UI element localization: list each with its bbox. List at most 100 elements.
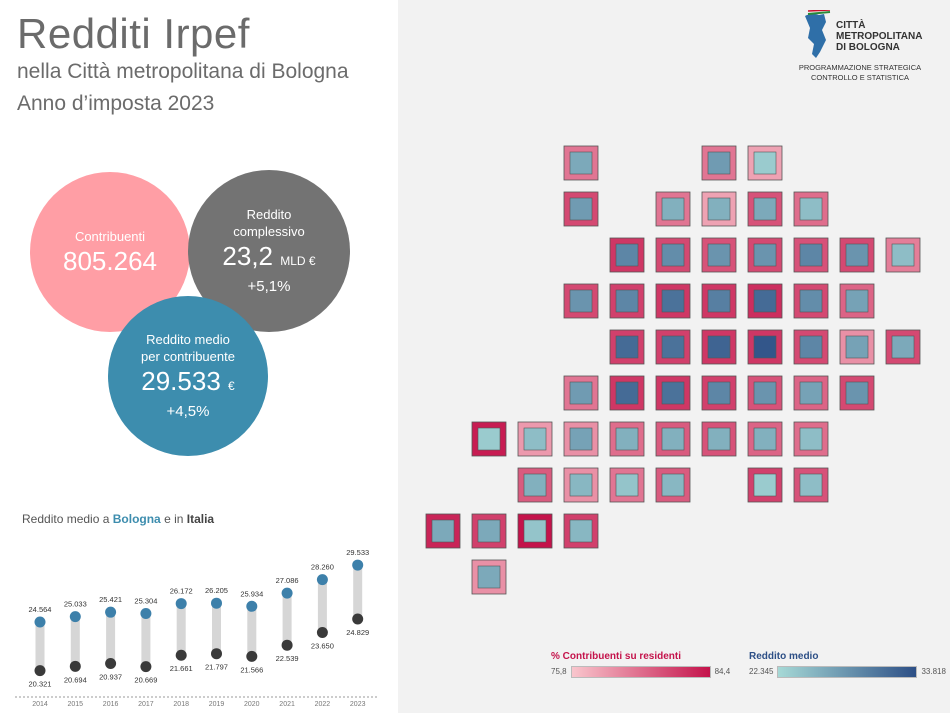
legend-reddito-title: Reddito medio [749, 651, 819, 662]
municipality-tile-outer[interactable] [655, 191, 691, 227]
municipality-tile-outer[interactable] [747, 237, 783, 273]
contribuenti-value: 805.264 [63, 245, 157, 276]
municipality-tile-inner[interactable] [661, 427, 685, 451]
municipality-tile-inner[interactable] [477, 565, 501, 589]
legend-reddito-max: 33.818 [921, 666, 946, 676]
municipality-tile-inner[interactable] [569, 519, 593, 543]
bologna-point [352, 559, 364, 571]
municipality-tile-inner[interactable] [707, 335, 731, 359]
bologna-value-label: 29.533 [346, 548, 369, 557]
municipality-tile-inner[interactable] [707, 197, 731, 221]
municipality-tile-inner[interactable] [431, 519, 455, 543]
municipality-tile-inner[interactable] [477, 427, 501, 451]
municipality-tile-inner[interactable] [569, 473, 593, 497]
bologna-point [140, 608, 152, 620]
reddito-medio-value: 29.533 [141, 365, 221, 396]
municipality-tile-inner[interactable] [891, 243, 915, 267]
municipality-tile-inner[interactable] [661, 473, 685, 497]
municipality-tile-inner[interactable] [661, 197, 685, 221]
municipality-tile-inner[interactable] [799, 197, 823, 221]
municipality-tile-inner[interactable] [569, 197, 593, 221]
municipality-tile-inner[interactable] [523, 519, 547, 543]
bologna-point [34, 616, 46, 628]
municipality-tile-outer[interactable] [885, 329, 921, 365]
municipality-tile-inner[interactable] [569, 381, 593, 405]
legend-reddito-gradient [777, 666, 918, 678]
bologna-point [281, 587, 293, 599]
municipality-tile-inner[interactable] [661, 289, 685, 313]
reddito-medio-value-row: 29.533 € [141, 365, 234, 402]
municipality-tile-inner[interactable] [661, 335, 685, 359]
municipality-tile-inner[interactable] [477, 519, 501, 543]
municipality-tile-inner[interactable] [661, 381, 685, 405]
italia-point [175, 649, 187, 661]
italia-value-label: 22.539 [276, 654, 299, 663]
municipality-tile-inner[interactable] [845, 335, 869, 359]
municipality-tile-inner[interactable] [753, 151, 777, 175]
reddito-medio-circle: Reddito medio per contribuente 29.533 € … [108, 296, 268, 456]
municipality-tile-inner[interactable] [569, 151, 593, 175]
municipality-tile-inner[interactable] [753, 243, 777, 267]
year-tick-label: 2019 [209, 701, 225, 708]
year-tick-label: 2020 [244, 701, 260, 708]
italia-value-label: 20.694 [64, 675, 87, 684]
italia-value-label: 21.797 [205, 663, 228, 672]
municipality-tile-inner[interactable] [845, 289, 869, 313]
municipality-tile-inner[interactable] [707, 243, 731, 267]
municipality-tile-inner[interactable] [753, 335, 777, 359]
year-tick-label: 2023 [350, 701, 366, 708]
reddito-medio-unit: € [228, 378, 235, 393]
municipality-tile-inner[interactable] [569, 427, 593, 451]
logo-text: CITTÀ METROPOLITANA DI BOLOGNA [836, 20, 922, 53]
municipality-tile-inner[interactable] [615, 335, 639, 359]
municipality-tile-inner[interactable] [799, 381, 823, 405]
municipality-tile-inner[interactable] [523, 473, 547, 497]
municipality-tile-inner[interactable] [615, 381, 639, 405]
bologna-value-label: 25.934 [240, 589, 263, 598]
municipality-tile-inner[interactable] [845, 381, 869, 405]
italia-value-label: 21.566 [240, 665, 263, 674]
municipality-tile-inner[interactable] [753, 197, 777, 221]
municipality-tile-inner[interactable] [753, 381, 777, 405]
municipality-tile-inner[interactable] [753, 289, 777, 313]
reddito-complessivo-label-1: Reddito [246, 206, 292, 222]
municipality-tile-inner[interactable] [707, 427, 731, 451]
municipality-tile-inner[interactable] [615, 289, 639, 313]
reddito-medio-label-2: per contribuente [141, 348, 235, 364]
municipality-tile-inner[interactable] [753, 427, 777, 451]
italia-point [34, 665, 46, 677]
municipality-tile-inner[interactable] [707, 151, 731, 175]
municipality-tile-inner[interactable] [799, 427, 823, 451]
municipality-tile-outer[interactable] [839, 283, 875, 319]
municipality-tile-outer[interactable] [609, 375, 645, 411]
municipality-tile-inner[interactable] [891, 335, 915, 359]
municipality-tile-inner[interactable] [799, 335, 823, 359]
municipality-tile-inner[interactable] [799, 473, 823, 497]
italia-point [246, 650, 258, 662]
reddito-complessivo-value: 23,2 [222, 240, 274, 271]
logo-emblem-icon [805, 10, 831, 58]
bologna-value-label: 26.172 [170, 587, 193, 596]
municipality-tile-outer[interactable] [885, 237, 921, 273]
municipality-tile-inner[interactable] [661, 243, 685, 267]
municipality-tile-inner[interactable] [615, 473, 639, 497]
municipality-tile-inner[interactable] [799, 243, 823, 267]
municipality-tile-inner[interactable] [615, 243, 639, 267]
legend-reddito-min: 22.345 [749, 666, 774, 676]
reddito-complessivo-label-2: complessivo [233, 223, 305, 239]
italia-value-label: 21.661 [170, 664, 193, 673]
chart-title-bologna: Bologna [112, 512, 161, 526]
municipality-tile-inner[interactable] [569, 289, 593, 313]
page-subtitle: nella Città metropolitana di Bologna [17, 60, 349, 83]
municipality-tile-inner[interactable] [523, 427, 547, 451]
reddito-complessivo-value-row: 23,2 MLD € [222, 240, 315, 277]
municipality-tile-inner[interactable] [845, 243, 869, 267]
bologna-value-label: 24.564 [29, 605, 52, 614]
municipality-tile-inner[interactable] [707, 289, 731, 313]
municipality-tile-outer[interactable] [563, 191, 599, 227]
municipality-tile-inner[interactable] [707, 381, 731, 405]
municipality-tile-inner[interactable] [753, 473, 777, 497]
municipality-tile-inner[interactable] [615, 427, 639, 451]
page-title: Redditi Irpef [17, 10, 250, 57]
municipality-tile-inner[interactable] [799, 289, 823, 313]
